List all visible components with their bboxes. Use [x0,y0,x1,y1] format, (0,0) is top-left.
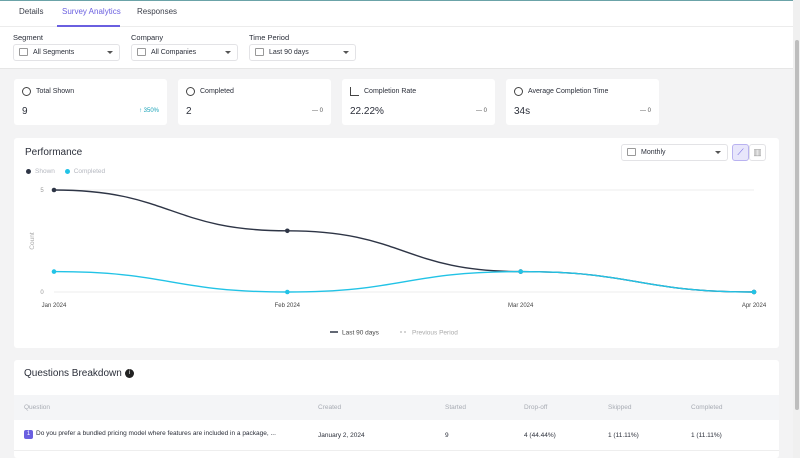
card-delta: — 0 [639,108,651,114]
tab-details[interactable]: Details [19,7,44,16]
table-row[interactable]: 1 Do you prefer a bundled pricing model w… [14,421,779,451]
card-value: 2 [186,106,192,117]
stopwatch-icon [514,87,523,96]
footer-current-label: Last 90 days [342,330,380,337]
legend-shown[interactable]: Shown [26,168,55,175]
top-border [0,0,800,1]
table-header: Question Created Started Drop-off Skippe… [14,395,779,420]
footer-previous-label: Previous Period [412,330,458,337]
data-point [285,228,290,234]
tab-bar: Details Survey Analytics Responses [0,1,793,27]
card-value: 22.22% [350,106,384,117]
info-icon[interactable]: i [124,368,134,378]
period-label: Time Period [249,33,290,42]
chart-rate-icon [350,87,359,96]
x-tick-label: Jan 2024 [42,303,67,309]
questions-title-text: Questions Breakdown [24,368,122,379]
performance-title: Performance [25,147,83,158]
question-text: Do you prefer a bundled pricing model wh… [36,430,276,437]
card-title: Completed [200,88,234,95]
card-delta: ↑ 350% [138,108,159,114]
period-value: Last 90 days [269,49,309,56]
card-value: 9 [22,106,28,117]
column-header: Skipped [608,404,632,411]
series-line-completed [53,270,755,293]
scrollbar-thumb[interactable] [795,40,799,410]
performance-chart: 0 5 Count Jan 2024 Feb 2024 Mar 2024 Apr 2024 L… [29,187,767,337]
tab-responses[interactable]: Responses [137,7,178,16]
chevron-down-icon [107,51,113,54]
speech-bubble-icon [186,87,195,96]
building-icon [137,48,146,56]
company-value: All Companies [151,49,197,56]
legend-completed[interactable]: Completed [64,168,106,175]
company-select[interactable]: All Companies [131,44,238,61]
company-label: Company [131,33,164,42]
legend-label: Shown [35,168,55,175]
granularity-value: Monthly [641,149,666,156]
card-delta: — 0 [475,108,487,114]
performance-panel: 0 5 Count Jan 2024 Feb 2024 Mar 2024 Apr 2024 L… [14,138,779,348]
data-point [51,187,57,193]
started-cell: 9 [445,432,449,439]
line-chart-toggle[interactable]: ⟋ [732,144,749,161]
bar-chart-toggle[interactable]: ▥ [749,144,766,161]
period-select[interactable]: Last 90 days [249,44,356,61]
tab-survey-analytics[interactable]: Survey Analytics [62,7,121,16]
dropoff-cell: 4 (44.44%) [524,432,556,439]
data-point [518,269,523,274]
y-tick-label: 5 [40,188,44,194]
segment-value: All Segments [33,49,75,56]
questions-panel: Questions Breakdown i Question Created St… [14,360,779,458]
card-title: Average Completion Time [528,88,609,95]
x-tick-label: Mar 2024 [508,303,534,309]
card-title: Completion Rate [364,88,417,95]
question-number-badge: 1 [24,430,33,439]
y-tick-label: 0 [40,290,44,296]
series-line-shown [53,189,755,293]
data-point [285,289,290,295]
card-value: 34s [514,106,531,117]
y-axis-label: Count [29,232,36,250]
card-title: Total Shown [36,88,75,95]
data-point [751,289,757,295]
segment-label: Segment [13,33,44,42]
column-header: Question [24,404,51,411]
chevron-down-icon [225,51,231,54]
column-header: Created [318,404,342,411]
card-completed: Completed 2 — 0 [178,79,331,125]
data-point [51,269,57,274]
questions-title: Questions Breakdown i [24,368,134,379]
x-tick-label: Feb 2024 [275,303,301,309]
eye-icon [22,87,31,96]
chevron-down-icon [343,51,349,54]
card-completion-rate: Completion Rate 22.22% — 0 [342,79,495,125]
legend-dot [26,168,31,174]
chart-legend: Shown Completed [26,168,113,175]
segment-select[interactable]: All Segments [13,44,120,61]
card-delta: — 0 [311,108,323,114]
granularity-select[interactable]: Monthly [621,144,728,161]
users-icon [19,48,28,56]
legend-dot [64,168,70,174]
created-cell: January 2, 2024 [318,432,365,439]
active-tab-indicator [57,25,120,27]
card-total-shown: Total Shown 9 ↑ 350% [14,79,167,125]
legend-label: Completed [73,168,106,175]
card-average-completion-time: Average Completion Time 34s — 0 [506,79,659,125]
calendar-icon [255,48,264,56]
skipped-cell: 1 (11.11%) [608,432,639,439]
filter-bar: Segment All Segments Company All Compani… [0,27,793,69]
column-header: Started [445,404,466,411]
calendar-icon [627,148,636,156]
completed-cell: 1 (11.11%) [691,432,722,439]
question-cell: 1 Do you prefer a bundled pricing model w… [24,430,276,439]
column-header: Drop-off [524,404,548,411]
chevron-down-icon [715,151,721,154]
x-tick-label: Apr 2024 [742,303,767,309]
column-header: Completed [691,404,723,411]
